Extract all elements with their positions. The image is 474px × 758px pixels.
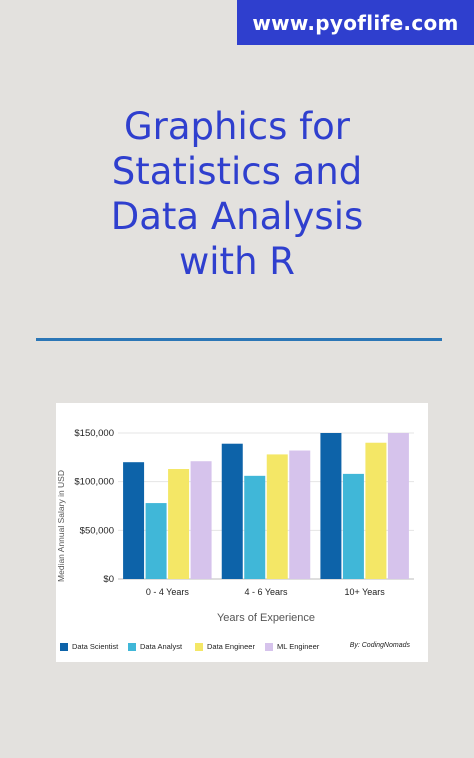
legend-label: Data Analyst xyxy=(140,642,183,651)
legend-label: Data Engineer xyxy=(207,642,255,651)
legend-swatch xyxy=(265,642,273,651)
legend-item: Data Analyst xyxy=(128,642,182,651)
y-tick-label: $0 xyxy=(103,574,114,585)
title-line: Statistics and xyxy=(111,150,363,193)
title-line: Graphics for xyxy=(123,105,351,148)
chart-credit: By: CodingNomads xyxy=(349,642,410,649)
bar xyxy=(342,473,364,579)
bar xyxy=(168,469,190,579)
y-tick-label: $50,000 xyxy=(80,525,114,536)
bar-chart: $0 $50,000 $100,000 $150,000 0 - 4 Years 4 - … xyxy=(56,428,414,624)
y-tick-label: $150,000 xyxy=(74,428,114,439)
bar xyxy=(123,462,145,579)
x-tick-label: 0 - 4 Years xyxy=(146,587,190,597)
x-tick-label: 4 - 6 Years xyxy=(244,587,288,597)
legend-label: ML Engineer xyxy=(277,642,320,651)
legend-swatch xyxy=(60,642,68,651)
legend-item: Data Engineer xyxy=(195,642,255,651)
legend-label: Data Scientist xyxy=(72,642,119,651)
x-axis-label: Years of Experience xyxy=(217,612,315,624)
title-line: with R xyxy=(179,240,295,283)
bar xyxy=(145,503,167,579)
divider-line xyxy=(36,338,442,341)
salary-chart-card: $0 $50,000 $100,000 $150,000 0 - 4 Years 4 - … xyxy=(56,403,428,662)
page-title: Graphics for Statistics and Data Analysi… xyxy=(0,104,474,284)
website-url-banner: www.pyoflife.com xyxy=(237,0,474,45)
y-axis-label: Median Annual Salary in USD xyxy=(56,470,66,582)
y-tick-label: $100,000 xyxy=(74,477,114,488)
title-line: Data Analysis xyxy=(110,195,364,238)
bar xyxy=(244,475,266,579)
legend-item: ML Engineer xyxy=(265,642,319,651)
bar xyxy=(266,454,288,579)
bar xyxy=(320,433,342,579)
legend-swatch xyxy=(195,642,203,651)
bar xyxy=(289,450,311,579)
legend-item: Data Scientist xyxy=(60,642,118,651)
bar xyxy=(365,442,387,579)
bar xyxy=(190,461,212,579)
bar xyxy=(387,433,409,579)
bar xyxy=(221,443,243,579)
legend-swatch xyxy=(128,642,136,651)
chart-legend: Data Scientist Data Analyst Data Enginee… xyxy=(56,639,428,655)
x-tick-label: 10+ Years xyxy=(345,587,386,597)
